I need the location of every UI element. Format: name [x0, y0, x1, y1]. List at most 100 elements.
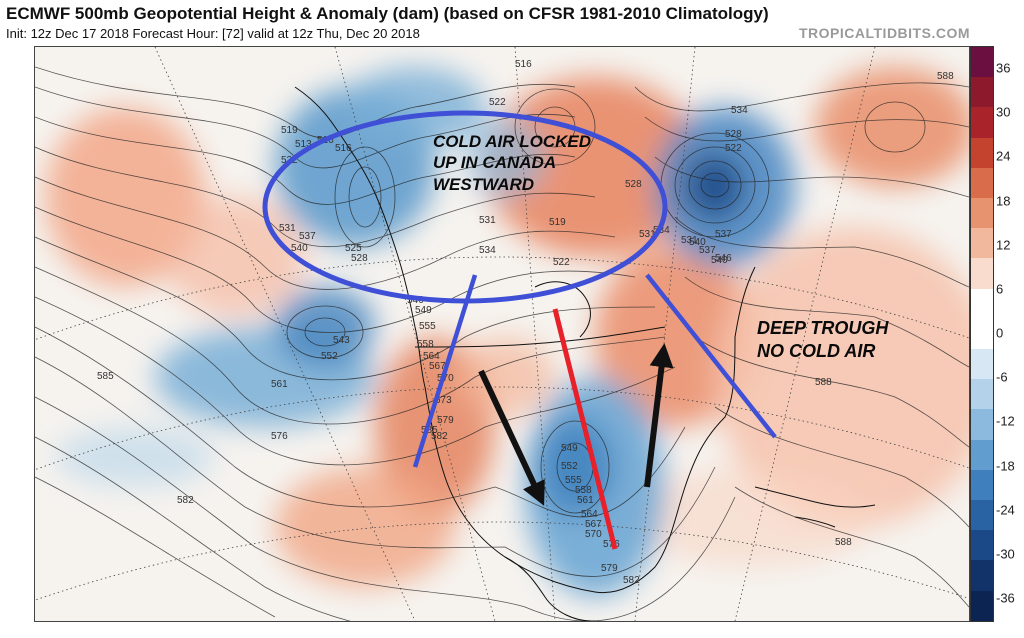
- contour-label: 567: [585, 519, 602, 530]
- contour-label: 513: [295, 139, 312, 150]
- contour-label: 540: [711, 255, 728, 266]
- contour-label: 588: [815, 377, 832, 388]
- colorbar-segment: [971, 409, 993, 440]
- contour-label: 543: [333, 335, 350, 346]
- contour-label: 585: [97, 371, 114, 382]
- colorbar-segment: [971, 137, 993, 168]
- colorbar-segment: [971, 107, 993, 138]
- contour-label: 549: [561, 443, 578, 454]
- colorbar-tick-label: 24: [996, 148, 1011, 164]
- contour-label: 537: [699, 245, 716, 256]
- anomaly-colorbar: [970, 46, 994, 622]
- contour-label: 564: [423, 351, 440, 362]
- contour-label: 552: [561, 461, 578, 472]
- cold-air-annotation: COLD AIR LOCKED UP IN CANADA WESTWARD: [433, 131, 591, 195]
- colorbar-tick-label: -30: [996, 546, 1015, 562]
- weather-map: 519 513 516 522 516 531 537 540 525 528 531 534 519 5…: [34, 46, 970, 622]
- contour-label: 516: [515, 59, 532, 70]
- contour-label: 582: [431, 431, 448, 442]
- colorbar-segment: [971, 379, 993, 410]
- contour-label: 525: [345, 243, 362, 254]
- colorbar-tick-label: 30: [996, 104, 1011, 120]
- contour-label: 579: [437, 415, 454, 426]
- annotation-drawings: [262, 110, 777, 550]
- contour-label: 558: [575, 485, 592, 496]
- right-trough-axis-line: [645, 273, 777, 439]
- contour-label: 579: [601, 563, 618, 574]
- colorbar-segment: [971, 258, 993, 289]
- contour-label: 540: [689, 237, 706, 248]
- colorbar-segment: [971, 349, 993, 380]
- contour-label: 531: [639, 229, 656, 240]
- colorbar-tick-label: -36: [996, 590, 1015, 606]
- colorbar-segment: [971, 439, 993, 470]
- deep-trough-line-2: NO COLD AIR: [757, 340, 876, 361]
- contour-label: 522: [489, 97, 506, 108]
- colorbar-segment: [971, 560, 993, 591]
- contour-label: 531: [479, 215, 496, 226]
- southward-flow-arrow: [478, 369, 545, 506]
- contour-label: 570: [585, 529, 602, 540]
- lat-lon-grid: [35, 47, 969, 621]
- contour-label: 558: [417, 339, 434, 350]
- contour-label: 570: [437, 373, 454, 384]
- contour-label: 534: [653, 225, 670, 236]
- trough-axis-red-line: [552, 308, 618, 550]
- contour-label: 519: [281, 125, 298, 136]
- colorbar-segment: [971, 77, 993, 108]
- colorbar-segment: [971, 530, 993, 561]
- colorbar-tick-label: 36: [996, 60, 1011, 76]
- colorbar-tick-label: -24: [996, 502, 1015, 518]
- colorbar-segment: [971, 167, 993, 199]
- colorbar-tick-label: 12: [996, 237, 1011, 253]
- contour-label: 585: [421, 425, 438, 436]
- contour-label: 564: [581, 509, 598, 520]
- colorbar-tick-labels: 36 30 24 18 12 6 0 -6 -12 -18 -24 -30 -36: [996, 46, 1024, 620]
- contour-label: 522: [725, 143, 742, 154]
- contour-label: 519: [549, 217, 566, 228]
- contour-label: 537: [715, 229, 732, 240]
- deep-trough-line-1: DEEP TROUGH: [757, 318, 889, 338]
- contour-label: 582: [623, 575, 640, 586]
- contour-label: 540: [291, 243, 308, 254]
- contour-label: 582: [177, 495, 194, 506]
- contour-label: 576: [271, 431, 288, 442]
- contour-label: 534: [731, 105, 748, 116]
- colorbar-tick-label: 6: [996, 281, 1004, 297]
- coastlines: [294, 86, 876, 621]
- contour-label: 534: [479, 245, 496, 256]
- colorbar-segment: [971, 500, 993, 531]
- contour-label: 588: [937, 71, 954, 82]
- height-contours: [35, 66, 969, 621]
- colorbar-segment: [971, 469, 993, 501]
- contour-label: 531: [279, 223, 296, 234]
- chart-title: ECMWF 500mb Geopotential Height & Anomal…: [6, 4, 769, 23]
- colorbar-segment: [971, 318, 993, 350]
- contour-label: 561: [577, 495, 594, 506]
- northward-flow-arrow: [644, 343, 674, 488]
- colorbar-segment: [971, 228, 993, 259]
- cold-air-line-1: COLD AIR LOCKED: [433, 132, 592, 151]
- left-trough-axis-line: [412, 274, 478, 468]
- contour-label: 549: [415, 305, 432, 316]
- contour-label: 552: [321, 351, 338, 362]
- cold-air-line-3: WESTWARD: [433, 174, 535, 194]
- contour-label: 555: [419, 321, 436, 332]
- contour-label: 555: [565, 475, 582, 486]
- colorbar-tick-label: 18: [996, 193, 1011, 208]
- colorbar-segment: [971, 47, 993, 78]
- colorbar-tick-label: 0: [996, 325, 1004, 341]
- colorbar-tick-label: -6: [996, 369, 1008, 385]
- anomaly-shading: [45, 67, 969, 597]
- contour-label: 573: [435, 395, 452, 406]
- deep-trough-annotation: DEEP TROUGH NO COLD AIR: [757, 317, 888, 362]
- colorbar-segment: [971, 288, 993, 319]
- contour-label: 537: [299, 231, 316, 242]
- contour-label: 528: [725, 129, 742, 140]
- colorbar-tick-label: -12: [996, 413, 1015, 429]
- contour-label: 528: [625, 179, 642, 190]
- site-watermark: TROPICALTIDBITS.COM: [798, 25, 970, 41]
- chart-subtitle: Init: 12z Dec 17 2018 Forecast Hour: [72…: [6, 26, 420, 41]
- contour-label: 588: [835, 537, 852, 548]
